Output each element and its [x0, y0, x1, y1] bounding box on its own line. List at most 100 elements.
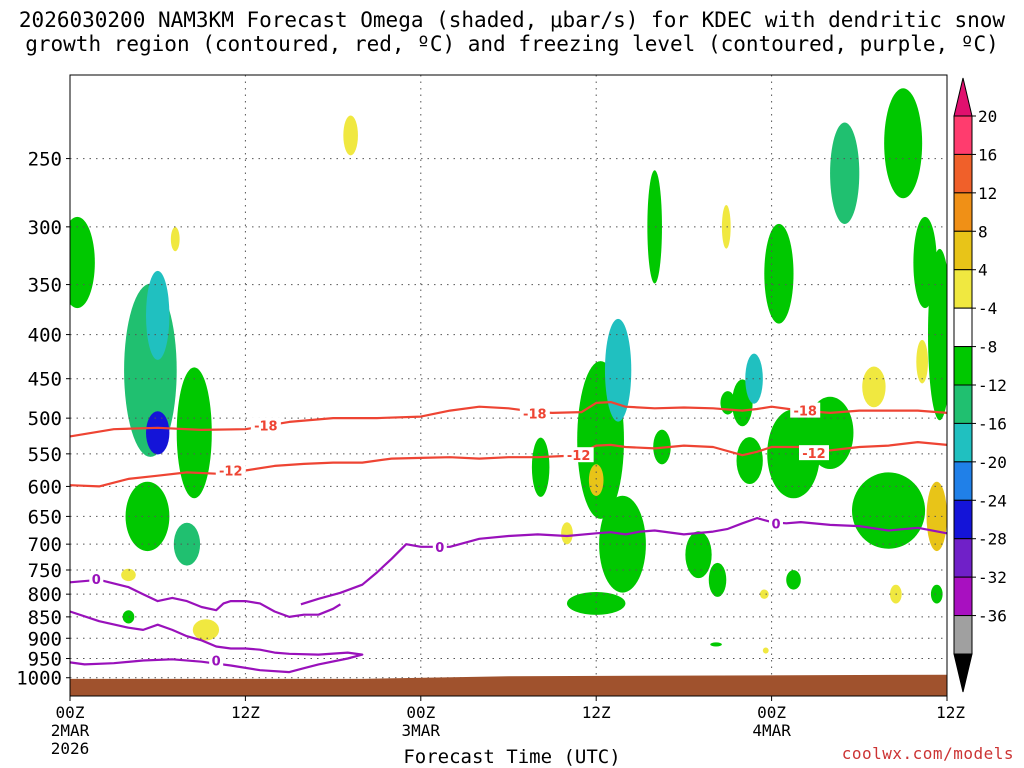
colorbar-swatch-5 — [953, 307, 973, 348]
colorbar-swatch-11 — [953, 538, 973, 578]
axis-layer: 2503003504004505005506006507007508008509… — [16, 74, 965, 758]
y-tick-label-1000: 1000 — [16, 668, 62, 690]
dgz-contour-label-1-0: -12 — [219, 464, 243, 479]
y-tick-label-300: 300 — [28, 217, 62, 239]
y-tick-label-450: 450 — [28, 369, 62, 391]
omega-blob-7 — [122, 610, 135, 624]
colorbar-label-0: 20 — [978, 107, 997, 126]
freezing-contour-label-0-0: 0 — [435, 541, 444, 556]
omega-blob-30 — [786, 570, 801, 590]
omega-shading-layer — [70, 88, 947, 654]
colorbar-swatch-0 — [953, 115, 973, 155]
colorbar-label-9: -20 — [978, 453, 1007, 472]
y-tick-label-950: 950 — [28, 649, 62, 671]
omega-blob-33 — [884, 88, 923, 199]
omega-blob-4 — [125, 481, 170, 552]
dgz-contour-label-bg-1-1 — [563, 447, 594, 463]
x-date-label-24: 3MAR — [402, 721, 441, 740]
colorbar: 20 16 12 8 4 -4 -8 -12 -16 -20 -24 -28 -32 -36 — [953, 77, 1007, 693]
omega-blob-5 — [176, 367, 212, 499]
colorbar-label-13: -36 — [978, 607, 1007, 626]
omega-blob-36 — [851, 472, 926, 549]
y-tick-label-550: 550 — [28, 444, 62, 466]
colorbar-swatch-3 — [953, 230, 973, 271]
x-date-label-0: 2MAR — [51, 721, 90, 740]
y-tick-label-350: 350 — [28, 275, 62, 297]
omega-blob-18 — [531, 437, 550, 497]
y-tick-label-700: 700 — [28, 534, 62, 556]
omega-blob-10 — [192, 619, 220, 641]
y-tick-label-850: 850 — [28, 607, 62, 629]
omega-blob-37 — [862, 366, 886, 408]
colorbar-label-3: 8 — [978, 222, 988, 241]
freezing-contour-label-bg-1-0 — [89, 570, 104, 586]
dgz-contour-label-1-2: -12 — [802, 447, 826, 462]
y-tick-label-500: 500 — [28, 408, 62, 430]
dgz-contour-label-0-2: -18 — [793, 405, 817, 420]
omega-blob-13 — [604, 318, 632, 422]
y-tick-label-400: 400 — [28, 325, 62, 347]
freezing-contour-label-2-0: 0 — [212, 654, 221, 669]
omega-blob-28 — [764, 223, 794, 324]
colorbar-swatch-1 — [953, 153, 973, 194]
colorbar-label-7: -12 — [978, 376, 1007, 395]
colorbar-label-8: -16 — [978, 414, 1007, 433]
freezing-contour-label-bg-0-0 — [432, 538, 447, 554]
colorbar-label-12: -32 — [978, 568, 1007, 587]
y-tick-label-250: 250 — [28, 149, 62, 171]
colorbar-swatch-10 — [953, 499, 973, 540]
plot-frame — [69, 74, 948, 697]
dgz-contour-label-bg-0-2 — [790, 402, 821, 418]
chart-title-line1: 2026030200 NAM3KM Forecast Omega (shaded… — [18, 8, 1006, 32]
omega-blob-0 — [70, 216, 95, 309]
colorbar-swatch-13 — [953, 615, 973, 655]
omega-blob-9 — [121, 568, 136, 582]
x-year-label-0: 2026 — [51, 739, 90, 758]
omega-blob-41 — [930, 584, 943, 604]
dgz-contour-label-0-1: -18 — [523, 408, 547, 423]
x-axis-label: Forecast Time (UTC) — [403, 746, 621, 768]
freezing-contour-0: 00 — [300, 515, 948, 606]
dgz-contour-label-bg-0-0 — [250, 417, 281, 433]
omega-blob-8 — [170, 227, 180, 252]
omega-blob-32 — [830, 122, 860, 224]
chart-title-line2: growth region (contoured, red, ºC) and f… — [25, 32, 999, 56]
omega-blob-44 — [710, 642, 722, 647]
omega-blob-3 — [146, 270, 170, 360]
dgz-contour-0: -18 -18 -18 — [69, 401, 948, 438]
colorbar-swatch-8 — [953, 422, 973, 463]
omega-blob-15 — [566, 591, 626, 615]
dgz-contour-label-0-0: -18 — [254, 420, 278, 435]
colorbar-label-4: 4 — [978, 261, 988, 280]
colorbar-swatch-6 — [953, 346, 973, 386]
colorbar-swatch-4 — [953, 269, 973, 309]
colorbar-swatch-7 — [953, 384, 973, 424]
omega-blob-19 — [588, 464, 604, 497]
colorbar-swatch-12 — [953, 576, 973, 617]
colorbar-swatch-2 — [953, 192, 973, 232]
dgz-contour-label-bg-0-1 — [519, 405, 550, 421]
freezing-contour-1: 0 — [69, 570, 341, 618]
omega-blob-2 — [146, 411, 170, 455]
dgz-contour-label-bg-1-0 — [215, 462, 246, 478]
freezing-contour-label-1-0: 0 — [92, 573, 101, 588]
colorbar-label-1: 16 — [978, 145, 997, 164]
x-tick-label-60: 12Z — [936, 703, 965, 722]
terrain-fill — [70, 674, 947, 696]
omega-blob-26 — [745, 353, 763, 404]
colorbar-bottom-triangle — [953, 653, 973, 693]
omega-blob-24 — [736, 437, 763, 485]
y-tick-label-750: 750 — [28, 560, 62, 582]
omega-blob-16 — [647, 170, 662, 284]
x-tick-label-36: 12Z — [582, 703, 611, 722]
freezing-contour-line-2 — [69, 610, 364, 674]
omega-blob-42 — [721, 204, 731, 249]
colorbar-label-2: 12 — [978, 184, 997, 203]
omega-blob-21 — [685, 531, 712, 579]
y-tick-label-650: 650 — [28, 506, 62, 528]
x-date-label-48: 4MAR — [752, 721, 791, 740]
y-tick-label-900: 900 — [28, 628, 62, 650]
x-tick-label-12: 12Z — [231, 703, 260, 722]
omega-blob-27 — [759, 589, 769, 599]
